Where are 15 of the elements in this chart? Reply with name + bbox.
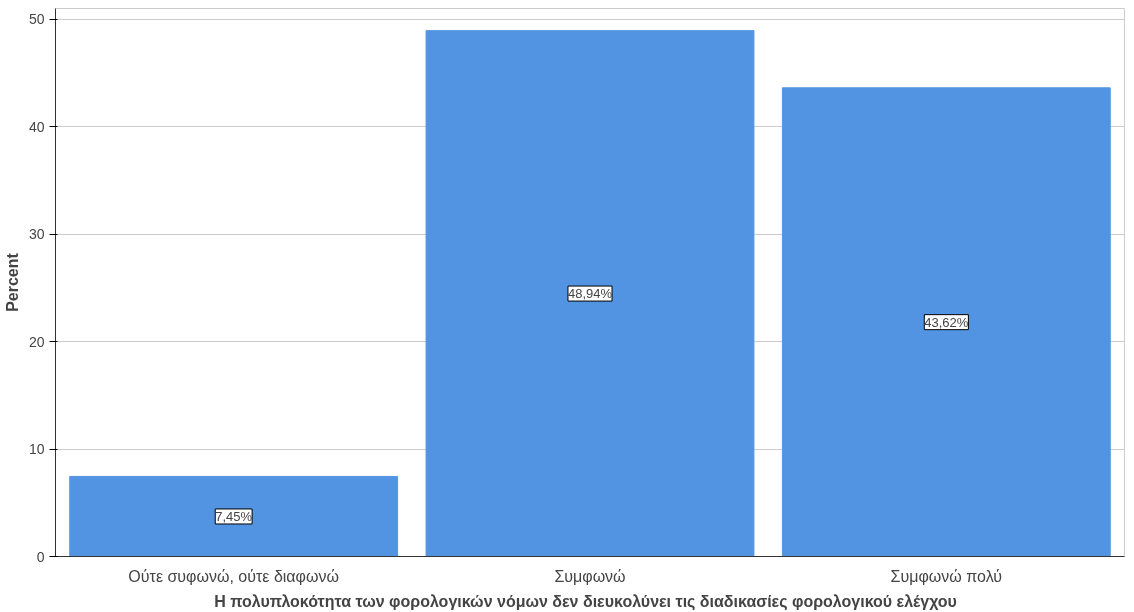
x-axis-title: Η πολυπλοκότητα των φορολογικών νόμων δεν διευκολύνει τις διαδικασίες φορολογικού ελέγχου (214, 592, 957, 611)
y-tick-label: 0 (36, 548, 45, 565)
x-tick-label: Συμφωνώ πολύ (890, 567, 1003, 585)
x-tick-label: Ούτε συφωνώ, ούτε διαφωνώ (128, 567, 339, 585)
y-tick-label: 40 (28, 118, 45, 135)
bar (781, 87, 1111, 557)
y-axis-title: Percent (3, 252, 21, 312)
data-label: 7,45% (215, 508, 253, 524)
y-tick-label: 10 (28, 441, 45, 458)
bar (425, 30, 755, 557)
y-tick-label: 50 (28, 11, 45, 28)
x-tick-label: Συμφωνώ (554, 567, 626, 585)
y-tick-label: 30 (28, 226, 45, 243)
y-tick-label: 20 (28, 333, 45, 350)
bar (69, 475, 399, 557)
